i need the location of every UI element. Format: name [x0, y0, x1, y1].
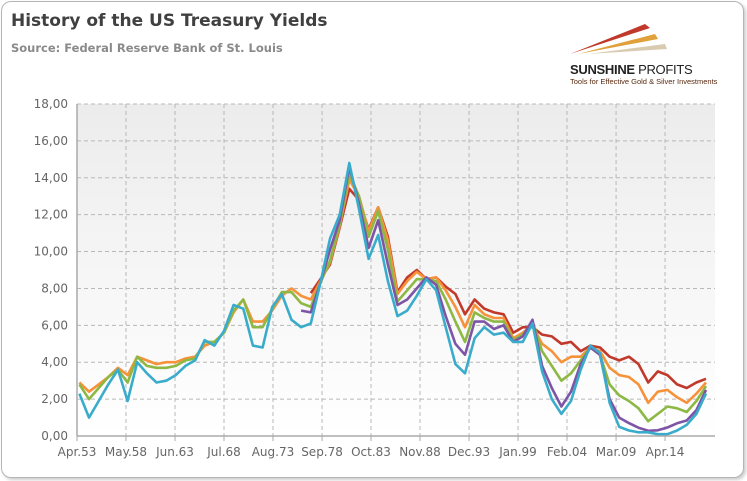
y-tick-label: 10,00 [34, 245, 68, 259]
x-tick-label: Dec.93 [448, 445, 490, 459]
logo-rays-icon [570, 24, 667, 54]
x-tick-label: Nov.88 [399, 445, 441, 459]
x-tick-label: Mar.09 [596, 445, 637, 459]
y-tick-label: 8,00 [41, 281, 68, 295]
x-tick-label: Aug.73 [252, 445, 295, 459]
y-tick-label: 16,00 [34, 134, 68, 148]
y-tick-label: 14,00 [34, 171, 68, 185]
sunshine-profits-logo: SUNSHINE PROFITS Tools for Effective Gol… [570, 22, 740, 92]
x-tick-label: Jul.68 [206, 445, 241, 459]
chart-source: Source: Federal Reserve Bank of St. Loui… [11, 41, 283, 55]
x-tick-label: Feb.04 [547, 445, 587, 459]
logo-name: SUNSHINE PROFITS [570, 62, 693, 77]
logo-tagline: Tools for Effective Gold & Silver Invest… [570, 77, 718, 86]
x-tick-label: Jan.99 [498, 445, 537, 459]
y-tick-label: 2,00 [41, 392, 68, 406]
x-tick-label: Apr.53 [58, 445, 97, 459]
x-tick-label: Apr.14 [646, 445, 685, 459]
series-line-1 [78, 178, 707, 405]
y-tick-label: 4,00 [41, 355, 68, 369]
y-tick-label: 6,00 [41, 318, 68, 332]
series-line-4 [78, 161, 708, 436]
x-tick-label: May.58 [105, 445, 147, 459]
x-tick-label: Oct.83 [351, 445, 391, 459]
x-tick-label: Sep.78 [301, 445, 343, 459]
y-tick-label: 0,00 [41, 429, 68, 443]
series-line-3 [300, 165, 708, 433]
y-tick-label: 18,00 [34, 97, 68, 111]
y-tick-label: 12,00 [34, 208, 68, 222]
chart-title: History of the US Treasury Yields [11, 11, 328, 31]
x-tick-label: Jun.63 [155, 445, 194, 459]
plot-area [77, 104, 715, 436]
